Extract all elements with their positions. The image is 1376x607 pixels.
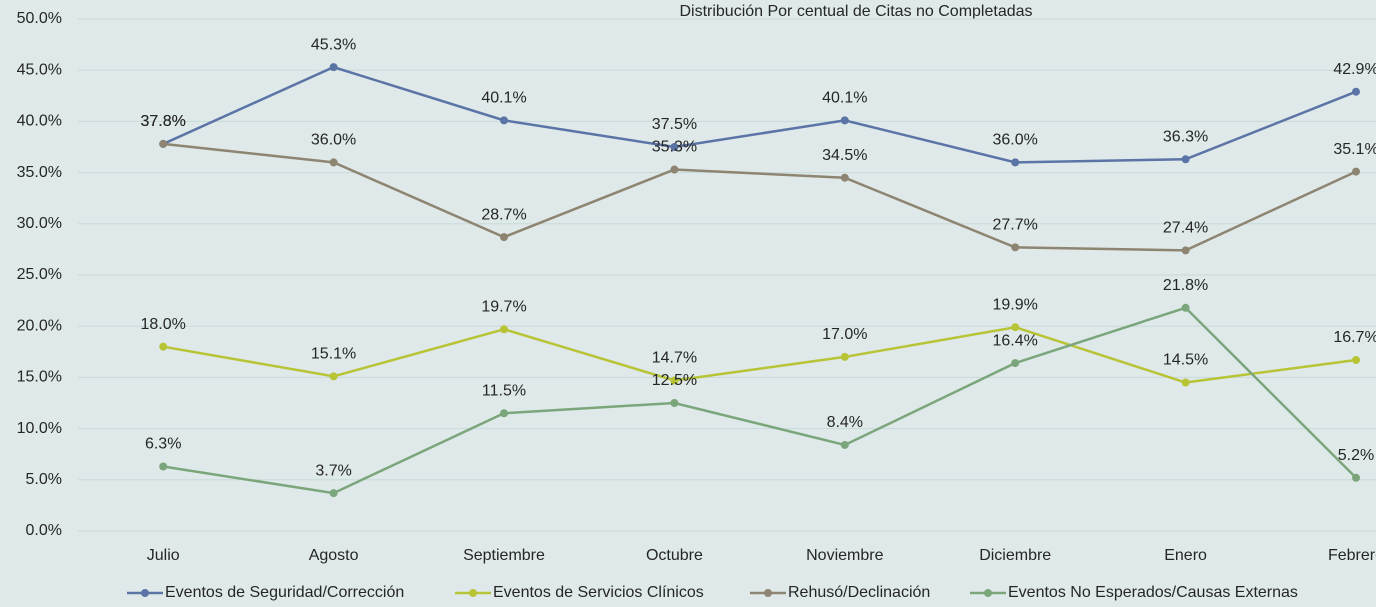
- data-point: [500, 233, 508, 242]
- data-label: 18.0%: [141, 316, 186, 333]
- data-label: 28.7%: [481, 206, 526, 223]
- legend-label: Eventos de Seguridad/Corrección: [165, 584, 404, 601]
- data-point: [1011, 243, 1020, 252]
- data-label: 6.3%: [145, 436, 181, 453]
- legend-marker: [984, 589, 992, 597]
- y-tick-label: 50.0%: [17, 10, 62, 27]
- data-label: 14.5%: [1163, 352, 1208, 369]
- data-label: 3.7%: [315, 462, 351, 479]
- data-label: 19.7%: [481, 298, 526, 315]
- data-label: 36.0%: [993, 132, 1038, 149]
- legend-marker: [469, 589, 477, 597]
- data-label: 37.8%: [141, 113, 186, 130]
- data-label: 40.1%: [481, 90, 526, 107]
- data-point: [670, 376, 679, 385]
- data-point: [1181, 246, 1190, 255]
- data-label: 16.7%: [1333, 329, 1376, 346]
- data-point: [329, 158, 338, 167]
- data-point: [840, 173, 849, 182]
- data-point: [159, 139, 168, 148]
- data-label: 12.5%: [652, 372, 697, 389]
- legend-marker: [141, 589, 149, 597]
- data-point: [1352, 167, 1360, 176]
- data-label: 21.8%: [1163, 277, 1208, 294]
- x-tick-label: Septiembre: [463, 547, 545, 564]
- data-point: [1352, 473, 1360, 482]
- data-point: [500, 409, 508, 418]
- data-point: [159, 342, 168, 351]
- data-label: 35.3%: [652, 139, 697, 156]
- data-point: [840, 440, 849, 449]
- data-label: 36.0%: [311, 132, 356, 149]
- x-tick-label: Noviembre: [806, 547, 883, 564]
- series-line: [162, 65, 1357, 164]
- legend-label: Rehusó/Declinación: [788, 584, 930, 601]
- data-label: 40.1%: [822, 90, 867, 107]
- data-point: [670, 399, 679, 407]
- data-point: [840, 352, 849, 361]
- data-point: [1181, 155, 1190, 164]
- data-label: 16.4%: [993, 332, 1038, 349]
- x-tick-label: Febrero: [1328, 547, 1376, 564]
- series-line: [163, 306, 1357, 495]
- data-label: 42.9%: [1333, 61, 1376, 78]
- x-tick-label: Enero: [1164, 547, 1207, 564]
- y-tick-label: 30.0%: [17, 215, 62, 232]
- data-label: 45.3%: [311, 36, 356, 53]
- data-point: [1011, 323, 1020, 332]
- data-point: [1011, 158, 1020, 167]
- data-point: [1011, 359, 1020, 368]
- y-tick-label: 40.0%: [17, 113, 62, 130]
- x-tick-label: Julio: [147, 547, 180, 564]
- x-tick-label: Diciembre: [979, 547, 1051, 564]
- data-point: [1352, 355, 1360, 364]
- y-tick-label: 10.0%: [17, 420, 62, 437]
- data-label: 37.8%: [141, 113, 186, 130]
- y-tick-label: 15.0%: [17, 369, 62, 386]
- data-point: [500, 325, 508, 334]
- chart-title: Distribución Por centual de Citas no Com…: [679, 3, 1032, 20]
- data-point: [159, 462, 168, 471]
- y-tick-label: 45.0%: [17, 61, 62, 78]
- data-label: 19.9%: [993, 296, 1038, 313]
- data-point: [500, 116, 508, 125]
- data-point: [329, 372, 338, 381]
- data-point: [840, 116, 849, 125]
- legend-label: Eventos No Esperados/Causas Externas: [1008, 584, 1298, 601]
- y-tick-label: 20.0%: [17, 317, 62, 334]
- data-point: [1181, 303, 1190, 312]
- data-label: 8.4%: [827, 414, 863, 431]
- data-point: [1352, 87, 1360, 96]
- data-label: 27.7%: [993, 217, 1038, 234]
- data-point: [329, 489, 338, 498]
- series-line: [163, 142, 1357, 252]
- legend-marker: [764, 589, 772, 597]
- x-tick-label: Agosto: [309, 547, 359, 564]
- y-tick-label: 0.0%: [26, 522, 62, 539]
- legend-label: Eventos de Servicios Clínicos: [493, 584, 704, 601]
- data-label: 5.2%: [1338, 447, 1374, 464]
- series-line: [162, 325, 1357, 384]
- data-point: [670, 143, 679, 151]
- data-label: 15.1%: [311, 346, 356, 363]
- data-label: 11.5%: [482, 382, 526, 399]
- data-label: 27.4%: [1163, 220, 1208, 237]
- data-point: [670, 165, 679, 174]
- data-label: 17.0%: [822, 326, 867, 343]
- data-label: 14.7%: [652, 350, 697, 367]
- y-tick-label: 35.0%: [17, 164, 62, 181]
- data-point: [329, 63, 338, 72]
- data-label: 36.3%: [1163, 129, 1208, 146]
- data-label: 34.5%: [822, 147, 867, 164]
- data-label: 37.5%: [652, 116, 697, 133]
- data-label: 35.1%: [1333, 141, 1376, 158]
- x-tick-label: Octubre: [646, 547, 703, 564]
- data-point: [1181, 378, 1190, 387]
- y-tick-label: 5.0%: [26, 471, 62, 488]
- y-tick-label: 25.0%: [17, 266, 62, 283]
